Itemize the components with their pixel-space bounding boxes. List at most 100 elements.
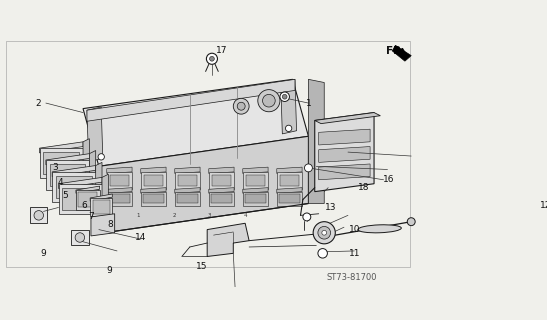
Polygon shape bbox=[315, 113, 374, 192]
Polygon shape bbox=[209, 188, 234, 193]
Bar bbox=[277, 172, 302, 189]
Polygon shape bbox=[243, 167, 268, 173]
Polygon shape bbox=[315, 113, 380, 124]
Polygon shape bbox=[175, 188, 200, 193]
Text: 18: 18 bbox=[358, 183, 370, 192]
Polygon shape bbox=[46, 154, 89, 165]
Polygon shape bbox=[76, 186, 100, 193]
Polygon shape bbox=[52, 165, 96, 177]
Polygon shape bbox=[99, 136, 309, 234]
Circle shape bbox=[237, 102, 245, 110]
Polygon shape bbox=[319, 129, 370, 145]
Bar bbox=[109, 194, 130, 203]
Text: 3: 3 bbox=[208, 213, 211, 218]
Text: 1: 1 bbox=[306, 99, 311, 108]
Circle shape bbox=[206, 53, 218, 64]
Bar bbox=[62, 188, 98, 210]
Text: 12: 12 bbox=[540, 201, 547, 210]
Text: 4: 4 bbox=[243, 213, 247, 218]
Bar bbox=[178, 175, 197, 186]
Bar bbox=[243, 172, 268, 189]
Polygon shape bbox=[89, 150, 96, 190]
Text: 15: 15 bbox=[196, 262, 207, 271]
Ellipse shape bbox=[358, 225, 401, 233]
Bar bbox=[141, 192, 166, 206]
Polygon shape bbox=[319, 164, 370, 180]
Bar bbox=[243, 192, 268, 206]
Polygon shape bbox=[83, 139, 89, 178]
Text: 3: 3 bbox=[53, 164, 58, 172]
Circle shape bbox=[305, 164, 312, 172]
Polygon shape bbox=[243, 188, 268, 193]
Text: 17: 17 bbox=[216, 46, 227, 55]
Polygon shape bbox=[281, 79, 296, 134]
Circle shape bbox=[34, 211, 44, 220]
FancyArrowPatch shape bbox=[398, 49, 405, 54]
Circle shape bbox=[75, 233, 85, 242]
Circle shape bbox=[282, 94, 287, 99]
Bar bbox=[59, 184, 102, 214]
Polygon shape bbox=[207, 223, 249, 256]
Bar bbox=[280, 175, 299, 186]
Circle shape bbox=[318, 249, 328, 258]
Text: 9: 9 bbox=[40, 249, 46, 258]
Text: 5: 5 bbox=[63, 191, 68, 200]
Text: 8: 8 bbox=[108, 220, 114, 229]
Bar bbox=[245, 194, 266, 203]
Polygon shape bbox=[39, 142, 83, 153]
Bar bbox=[144, 175, 163, 186]
Bar bbox=[110, 175, 129, 186]
Bar bbox=[209, 172, 234, 189]
Bar bbox=[30, 207, 48, 223]
Text: 4: 4 bbox=[57, 178, 63, 187]
Polygon shape bbox=[392, 45, 411, 61]
Bar bbox=[141, 172, 166, 189]
Bar bbox=[175, 192, 200, 206]
Bar bbox=[71, 229, 89, 245]
Bar bbox=[90, 198, 112, 216]
Circle shape bbox=[263, 94, 275, 107]
Circle shape bbox=[280, 92, 289, 101]
Polygon shape bbox=[107, 188, 132, 193]
Circle shape bbox=[318, 227, 330, 239]
Polygon shape bbox=[277, 167, 302, 173]
Bar bbox=[76, 190, 100, 210]
Polygon shape bbox=[175, 167, 200, 173]
Circle shape bbox=[210, 56, 214, 61]
Bar bbox=[50, 164, 85, 186]
Circle shape bbox=[233, 98, 249, 114]
Text: 11: 11 bbox=[348, 249, 360, 258]
Text: 6: 6 bbox=[82, 201, 88, 210]
Bar bbox=[92, 200, 110, 214]
Bar bbox=[277, 192, 302, 206]
Text: 2: 2 bbox=[35, 99, 41, 108]
Bar bbox=[78, 192, 97, 207]
Circle shape bbox=[98, 154, 104, 160]
Bar bbox=[175, 172, 200, 189]
Text: 9: 9 bbox=[106, 266, 112, 275]
Text: 10: 10 bbox=[348, 225, 360, 234]
Bar bbox=[143, 194, 164, 203]
Text: 7: 7 bbox=[88, 212, 94, 221]
Bar bbox=[52, 172, 96, 202]
Text: ST73-81700: ST73-81700 bbox=[327, 273, 377, 282]
Polygon shape bbox=[107, 167, 132, 173]
Bar bbox=[212, 175, 231, 186]
Bar bbox=[211, 194, 232, 203]
Polygon shape bbox=[309, 79, 324, 204]
Bar bbox=[177, 194, 197, 203]
Text: FR.: FR. bbox=[386, 46, 405, 56]
Polygon shape bbox=[319, 147, 370, 162]
Circle shape bbox=[258, 90, 280, 112]
Polygon shape bbox=[141, 188, 166, 193]
Polygon shape bbox=[277, 188, 302, 193]
Text: 2: 2 bbox=[172, 213, 176, 218]
Bar bbox=[39, 148, 83, 178]
Polygon shape bbox=[102, 174, 108, 214]
Polygon shape bbox=[91, 214, 115, 236]
Polygon shape bbox=[209, 167, 234, 173]
Bar bbox=[279, 194, 300, 203]
Text: 1: 1 bbox=[137, 213, 140, 218]
Polygon shape bbox=[96, 162, 102, 202]
Polygon shape bbox=[59, 177, 102, 188]
